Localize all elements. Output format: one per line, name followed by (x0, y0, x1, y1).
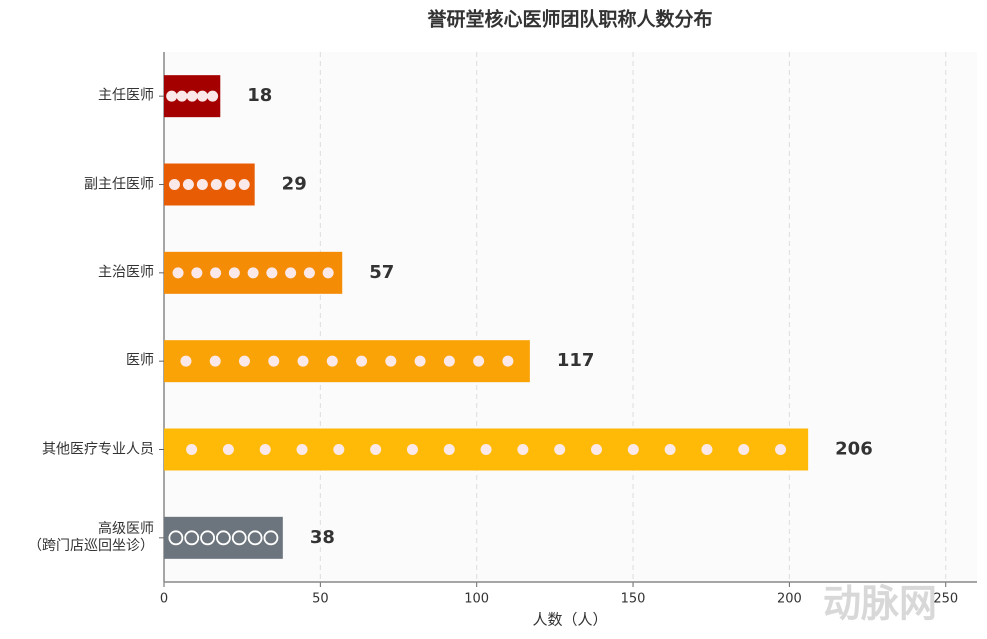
bar-dot (172, 267, 184, 279)
bar-dot (168, 179, 180, 190)
value-label: 38 (310, 527, 335, 548)
value-label: 57 (369, 262, 394, 283)
bar-dot (268, 355, 280, 367)
bar-dot (627, 444, 639, 455)
bar-dot (322, 267, 334, 279)
bar-dot (502, 355, 514, 367)
bar-dot (238, 179, 250, 190)
bar-dot (480, 444, 492, 455)
bar-dot (191, 267, 203, 279)
bar-dot (664, 444, 676, 455)
bar-dot (231, 530, 247, 546)
bar-dot (210, 267, 222, 279)
value-label: 206 (835, 439, 873, 460)
bar-dot (168, 530, 184, 546)
bar-dot (443, 355, 455, 367)
y-tick-label: 副主任医师 (84, 176, 154, 192)
bar-dot (266, 267, 278, 279)
bar-dot (209, 355, 221, 367)
chart-title: 誉研堂核心医师团队职称人数分布 (426, 8, 712, 31)
bar-dot (385, 355, 397, 367)
bar-dot (247, 267, 259, 279)
value-label: 117 (557, 350, 595, 371)
bar-dot (473, 355, 485, 367)
x-tick-label: 200 (777, 592, 802, 607)
x-axis-label: 人数（人） (532, 611, 607, 629)
y-tick-label: 医师 (126, 352, 154, 369)
bar-dot (406, 444, 418, 455)
bar-dot (297, 355, 309, 367)
bar-dot (370, 444, 382, 455)
watermark: 动脉网 (823, 582, 937, 626)
bar-dot (285, 267, 297, 279)
y-tick-label: 主任医师 (98, 87, 154, 104)
bar-dot (333, 444, 345, 455)
bar-dot (184, 530, 200, 546)
y-tick-label: 高级医师 （跨门店巡回坐诊） (28, 520, 154, 554)
bar-dot (296, 444, 308, 455)
bar-dot (517, 444, 529, 455)
bar-dot (196, 179, 208, 190)
bar-dot (414, 355, 426, 367)
value-label: 29 (282, 174, 307, 195)
bar-dot (196, 90, 208, 102)
x-tick-label: 250 (933, 592, 958, 607)
bar-dot (186, 90, 198, 102)
bar-dot (443, 444, 455, 455)
bar-dot (166, 90, 178, 102)
bar-dot (326, 355, 338, 367)
x-tick-label: 150 (621, 592, 646, 607)
value-label: 18 (247, 85, 272, 106)
plot-background (164, 52, 977, 582)
bar-dot (554, 444, 566, 455)
bar-dot (228, 267, 240, 279)
bar-dot (247, 530, 263, 546)
x-tick-label: 100 (464, 592, 489, 607)
bar-dot (210, 179, 222, 190)
bar-dot (590, 444, 602, 455)
bar-dot (200, 530, 215, 546)
bar-dot (180, 355, 192, 367)
bar-dot (259, 444, 271, 455)
bar-dot (186, 444, 198, 455)
bar-dot (238, 355, 250, 367)
y-tick-label: 其他医疗专业人员 (42, 441, 154, 457)
bar-dot (216, 530, 231, 546)
bar-dot (775, 444, 787, 455)
bar-dot (701, 444, 713, 455)
bar-dot (222, 444, 234, 455)
bar-dot (263, 530, 279, 546)
bar-dot (356, 355, 368, 367)
bar-dot (207, 90, 219, 102)
bar-dot (738, 444, 750, 455)
bar-dot (176, 90, 188, 102)
bar (164, 340, 530, 383)
bar-dot (224, 179, 236, 190)
bar-dot (182, 179, 194, 190)
x-tick-label: 50 (312, 592, 329, 607)
bar-dot (303, 267, 315, 279)
y-tick-label: 主治医师 (98, 264, 154, 281)
bar (164, 516, 283, 559)
x-tick-label: 0 (160, 592, 168, 607)
